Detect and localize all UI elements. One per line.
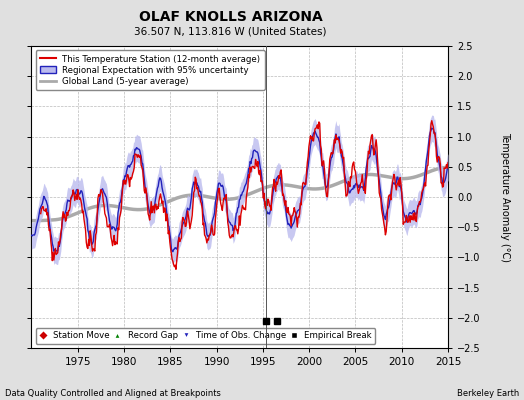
Text: OLAF KNOLLS ARIZONA: OLAF KNOLLS ARIZONA: [139, 10, 322, 24]
Legend: Station Move, Record Gap, Time of Obs. Change, Empirical Break: Station Move, Record Gap, Time of Obs. C…: [36, 328, 375, 344]
Y-axis label: Temperature Anomaly (°C): Temperature Anomaly (°C): [500, 132, 510, 262]
Text: Data Quality Controlled and Aligned at Breakpoints: Data Quality Controlled and Aligned at B…: [5, 389, 221, 398]
Text: Berkeley Earth: Berkeley Earth: [456, 389, 519, 398]
Text: 36.507 N, 113.816 W (United States): 36.507 N, 113.816 W (United States): [134, 26, 327, 36]
